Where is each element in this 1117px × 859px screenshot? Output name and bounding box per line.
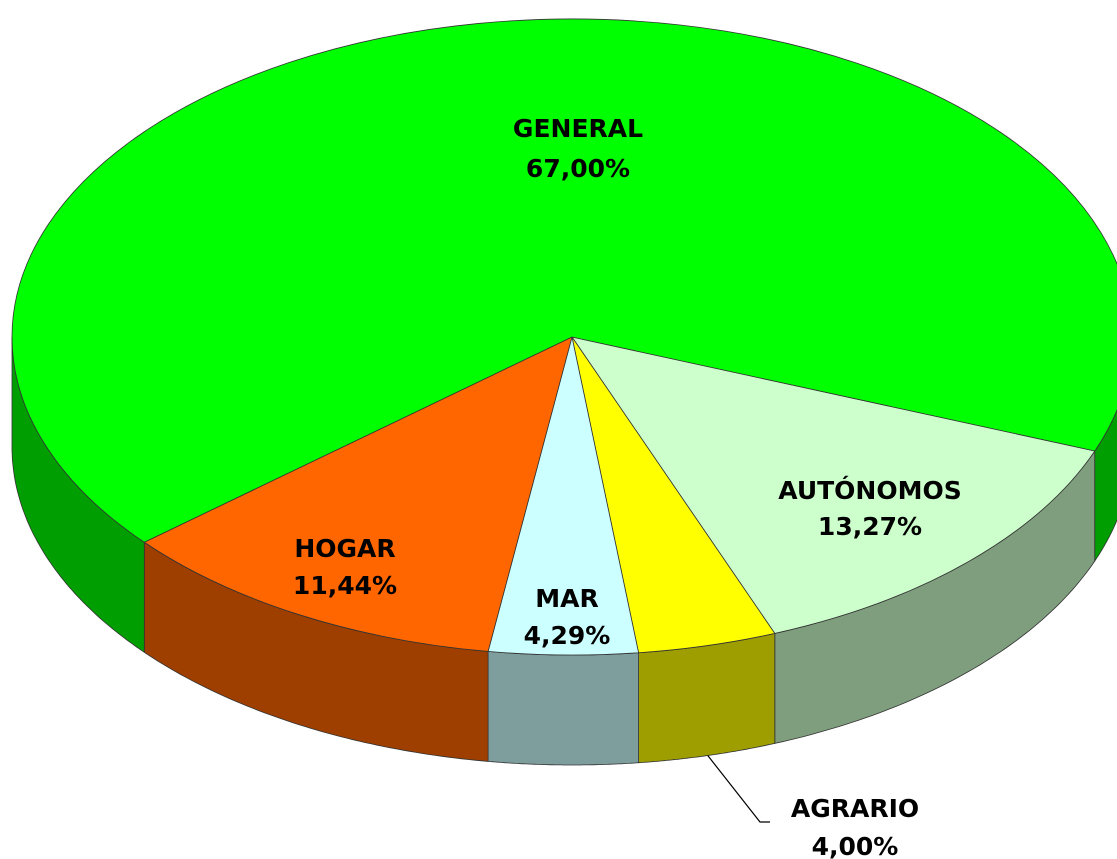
slice: [143, 336, 573, 652]
slice-label: MAR: [535, 584, 598, 613]
slice-label: HOGAR: [294, 534, 395, 563]
slice-value-label: 4,29%: [524, 621, 611, 650]
pie-sides: [11, 337, 1117, 766]
slice-value-label: 4,00%: [812, 832, 899, 859]
slice-side: [1094, 409, 1117, 563]
slice-label: GENERAL: [513, 114, 643, 143]
leader-line: [707, 755, 770, 823]
slice: [11, 18, 1117, 543]
slice-value-label: 67,00%: [526, 154, 630, 183]
slice-side: [638, 632, 776, 764]
slice-label: AUTÓNOMOS: [778, 475, 962, 505]
pie-tops: [11, 18, 1117, 656]
slice-value-label: 13,27%: [818, 512, 922, 541]
slice: [571, 336, 1096, 634]
slice-label: AGRARIO: [791, 794, 919, 823]
slice-value-label: 11,44%: [293, 571, 397, 600]
slice-side: [487, 650, 639, 766]
labels: AUTÓNOMOS 13,27% AGRARIO 4,00% MAR 4,29% HOGAR…: [293, 114, 962, 859]
